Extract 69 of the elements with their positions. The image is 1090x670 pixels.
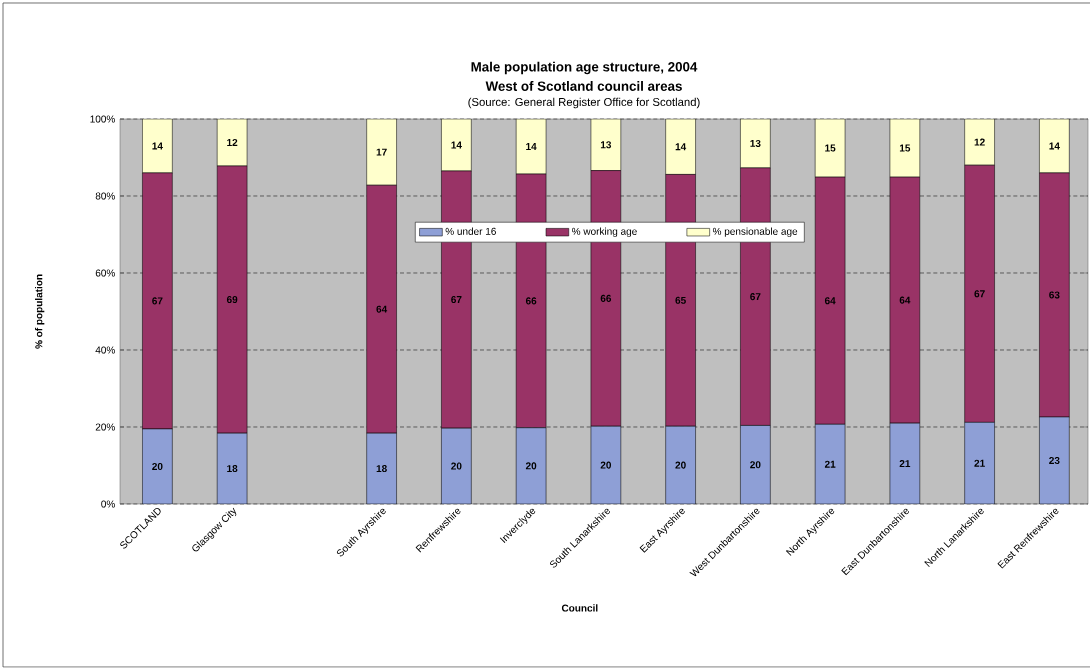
- bar: [665, 118, 696, 175]
- bar: [814, 424, 846, 504]
- data-label: 64: [899, 296, 911, 304]
- data-label: 14: [675, 143, 687, 151]
- data-label: 67: [451, 296, 462, 304]
- data-label: 20: [451, 462, 462, 470]
- bar: [515, 427, 547, 504]
- data-label: 65: [675, 296, 686, 304]
- data-label: 67: [152, 297, 163, 305]
- data-label: 12: [227, 138, 238, 146]
- data-label: 20: [675, 461, 686, 469]
- chart-title: Male population age structure, 2004: [471, 61, 698, 75]
- data-label: 63: [1049, 291, 1060, 299]
- data-label: 66: [600, 294, 612, 302]
- bar: [964, 422, 995, 504]
- bar: [142, 428, 173, 504]
- data-label: 69: [226, 296, 238, 304]
- data-label: 14: [451, 141, 462, 149]
- bar: [740, 118, 771, 169]
- data-label: 13: [600, 141, 612, 149]
- data-label: 20: [750, 461, 761, 469]
- bar: [216, 432, 248, 504]
- y-tick-label: 100%: [90, 115, 115, 123]
- chart-subtitle: West of Scotland council areas: [485, 81, 682, 91]
- text: (Source: General Register Office for Scotland): [468, 97, 700, 109]
- data-label: 21: [824, 460, 836, 468]
- data-label: 66: [525, 297, 537, 305]
- bar: [441, 118, 472, 172]
- bar: [590, 425, 622, 504]
- data-label: 15: [825, 144, 836, 152]
- data-label: 12: [974, 138, 985, 146]
- bar: [366, 432, 397, 504]
- data-label: 67: [750, 293, 761, 301]
- y-tick-label: 20%: [95, 423, 115, 431]
- data-label: 23: [1049, 456, 1060, 465]
- y-axis-title: % of population: [35, 274, 45, 349]
- bar: [441, 427, 472, 504]
- data-label: 21: [974, 459, 985, 467]
- legend-label: % under 16: [445, 227, 496, 235]
- y-tick-label: 60%: [95, 269, 115, 277]
- data-label: 64: [376, 305, 388, 313]
- bar: [964, 118, 995, 166]
- data-label: 67: [974, 290, 985, 298]
- bar: [142, 118, 173, 174]
- bar: [1039, 118, 1070, 174]
- data-label: 20: [152, 462, 163, 470]
- data-label: 14: [526, 143, 537, 150]
- data-label: 20: [525, 462, 537, 470]
- data-label: 15: [899, 144, 911, 152]
- legend-label: % pensionable age: [712, 227, 798, 237]
- data-label: 13: [750, 139, 761, 147]
- y-tick-label: 40%: [95, 346, 115, 354]
- bar: [1039, 416, 1070, 504]
- data-label: 14: [152, 142, 163, 150]
- bar: [366, 118, 397, 186]
- data-label: 20: [600, 461, 612, 469]
- data-label: 64: [824, 297, 836, 305]
- data-label: 18: [227, 465, 238, 473]
- data-label: 21: [899, 460, 911, 468]
- y-tick-label: 0%: [101, 500, 115, 508]
- data-label: 14: [1049, 142, 1060, 150]
- y-tick-label: 80%: [95, 192, 115, 200]
- bar: [740, 425, 771, 504]
- legend-label: % working age: [572, 227, 637, 237]
- bar: [889, 422, 921, 504]
- bar: [665, 425, 696, 504]
- x-axis-title: Council: [561, 604, 598, 612]
- data-label: 17: [376, 148, 387, 156]
- data-label: 18: [376, 465, 387, 473]
